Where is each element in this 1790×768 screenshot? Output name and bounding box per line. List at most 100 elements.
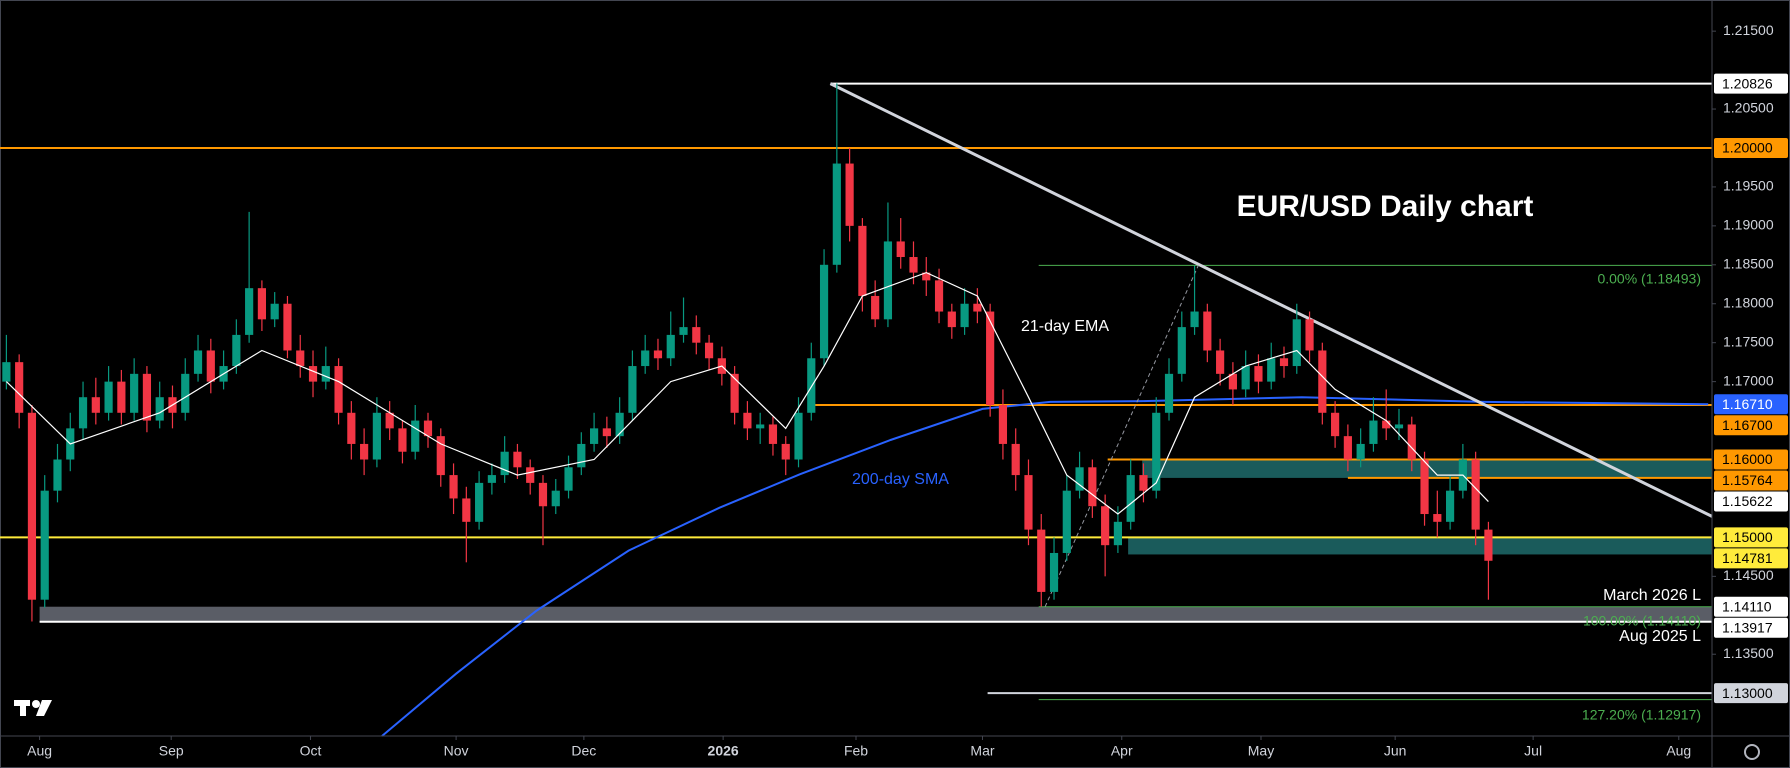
- fib-trend-line: [1044, 265, 1199, 607]
- candle-body: [270, 303, 279, 320]
- price-label: 1.13000: [1722, 685, 1773, 701]
- candle-body: [372, 412, 381, 460]
- candle-body: [819, 264, 829, 359]
- candle-body: [475, 482, 484, 522]
- price-label: 1.13917: [1722, 619, 1773, 635]
- candle-body: [40, 490, 49, 600]
- x-tick-label: Sep: [159, 743, 184, 759]
- candle-body: [130, 373, 139, 413]
- candle-body: [206, 350, 215, 382]
- price-label: 1.15622: [1722, 493, 1773, 509]
- candle-body: [1088, 467, 1097, 507]
- x-tick-label: Apr: [1111, 743, 1133, 759]
- candle-body: [1216, 350, 1225, 374]
- candle-body: [538, 482, 548, 507]
- candle-body: [883, 241, 893, 320]
- candle-body: [807, 358, 816, 413]
- plot-area: [0, 82, 1713, 737]
- candle-body: [245, 288, 254, 335]
- candle-body: [232, 334, 241, 367]
- price-label-box: [1714, 491, 1788, 512]
- x-tick-label: May: [1248, 743, 1274, 759]
- price-label-box: [1714, 137, 1788, 158]
- candle-body: [91, 397, 100, 413]
- candle-body: [449, 475, 458, 499]
- candle-body: [590, 428, 599, 444]
- x-tick-label: Nov: [444, 743, 469, 759]
- ema-line: [5, 271, 1489, 515]
- candle-body: [104, 381, 113, 413]
- candle-body: [487, 475, 496, 483]
- candle-body: [602, 428, 611, 437]
- candle-body: [296, 350, 305, 367]
- price-label: 1.15000: [1722, 529, 1773, 545]
- candle-body: [411, 420, 420, 452]
- candle-body: [436, 436, 445, 476]
- candle-body: [756, 424, 765, 429]
- candle-body: [1126, 475, 1135, 522]
- candle-body: [423, 420, 433, 437]
- candle-body: [1177, 327, 1186, 374]
- candle-body: [1433, 514, 1442, 522]
- candle-body: [1407, 424, 1416, 460]
- candle-body: [986, 311, 995, 405]
- candle-body: [321, 366, 330, 382]
- candle-body: [1318, 350, 1327, 413]
- candle-body: [513, 451, 522, 468]
- x-tick-label: Oct: [300, 743, 322, 759]
- candle-body: [398, 428, 407, 452]
- y-tick-label: 1.18500: [1723, 256, 1774, 272]
- x-tick-label: Dec: [571, 743, 596, 759]
- candle-body: [896, 241, 905, 258]
- y-tick-label: 1.14500: [1723, 567, 1774, 583]
- price-label-box: [1714, 394, 1788, 415]
- fib-label: 100.00% (1.14110): [1583, 613, 1701, 629]
- march-low-label: March 2026 L: [1603, 587, 1701, 604]
- candle-body: [947, 311, 956, 328]
- candle-body: [1382, 420, 1391, 429]
- price-label: 1.20000: [1722, 140, 1773, 156]
- y-tick-label: 1.19500: [1723, 178, 1774, 194]
- candle-body: [1343, 436, 1352, 460]
- candle-body: [181, 373, 190, 413]
- price-label: 1.16000: [1722, 451, 1773, 467]
- trend-line: [829, 82, 1713, 518]
- x-tick-label: Aug: [1666, 743, 1691, 759]
- x-tick-label: 2026: [708, 743, 739, 759]
- candle-body: [78, 397, 88, 429]
- candle-body: [117, 381, 126, 413]
- y-tick-label: 1.19000: [1723, 217, 1774, 233]
- price-label-box: [1714, 527, 1788, 548]
- candle-body: [1420, 459, 1429, 515]
- candle-body: [1049, 552, 1059, 592]
- candle-body: [704, 342, 714, 359]
- candle-body: [1471, 459, 1480, 530]
- candle-body: [1062, 490, 1071, 553]
- price-label: 1.15764: [1722, 472, 1773, 488]
- candle-body: [1037, 529, 1046, 592]
- candle-body: [462, 498, 471, 522]
- candle-body: [1254, 366, 1263, 382]
- y-tick-label: 1.17000: [1723, 372, 1774, 388]
- ema-label: 21-day EMA: [1021, 318, 1109, 335]
- candle-body: [1164, 373, 1174, 413]
- candle-body: [845, 163, 854, 226]
- y-tick-label: 1.13500: [1723, 645, 1774, 661]
- candle-body: [1011, 443, 1020, 476]
- candle-body: [768, 424, 778, 444]
- candle-body: [2, 362, 11, 382]
- settings-icon[interactable]: [1744, 744, 1760, 760]
- price-label: 1.16710: [1722, 396, 1773, 412]
- y-tick-label: 1.18000: [1723, 294, 1774, 310]
- price-label-box: [1714, 415, 1788, 436]
- candle-body: [922, 272, 931, 281]
- candle-body: [1101, 506, 1110, 546]
- candle-body: [142, 373, 152, 421]
- candle-body: [909, 257, 918, 273]
- price-label-box: [1714, 617, 1788, 638]
- candle-body: [385, 412, 394, 429]
- chart-title: EUR/USD Daily chart: [1237, 190, 1534, 223]
- candle-body: [1190, 311, 1199, 328]
